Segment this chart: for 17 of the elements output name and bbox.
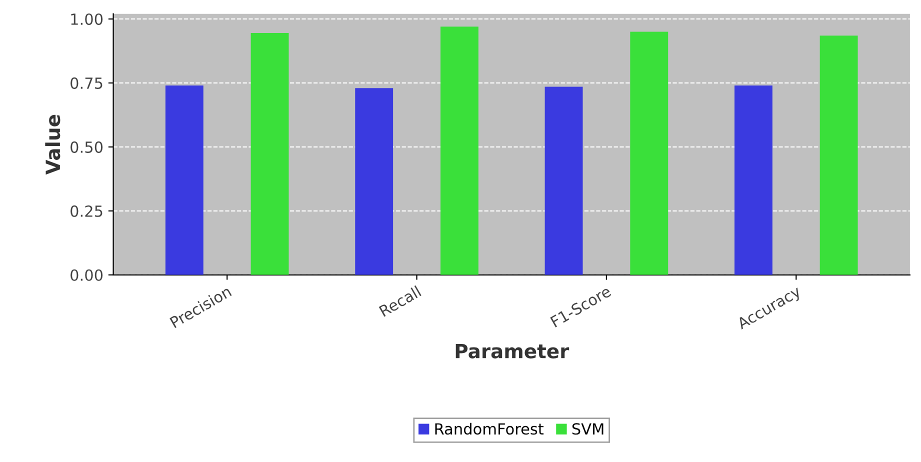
y-tick-label: 0.00	[70, 269, 103, 281]
bar	[440, 26, 478, 275]
x-axis-title: Parameter	[456, 344, 570, 358]
legend-label: RandomForest	[435, 422, 544, 435]
y-tick-label: 1.00	[71, 13, 103, 25]
bar	[250, 33, 289, 275]
bar	[544, 86, 583, 275]
bar	[734, 86, 772, 275]
y-axis-title: Value	[45, 114, 60, 175]
bar	[355, 88, 394, 275]
bar	[630, 32, 668, 275]
bar	[820, 36, 858, 275]
y-tick-label: 0.50	[70, 141, 103, 153]
y-tick-label: 0.25	[70, 205, 102, 217]
legend-label: SVM	[572, 423, 604, 435]
bar	[165, 86, 204, 275]
y-tick-label: 0.75	[70, 77, 102, 89]
